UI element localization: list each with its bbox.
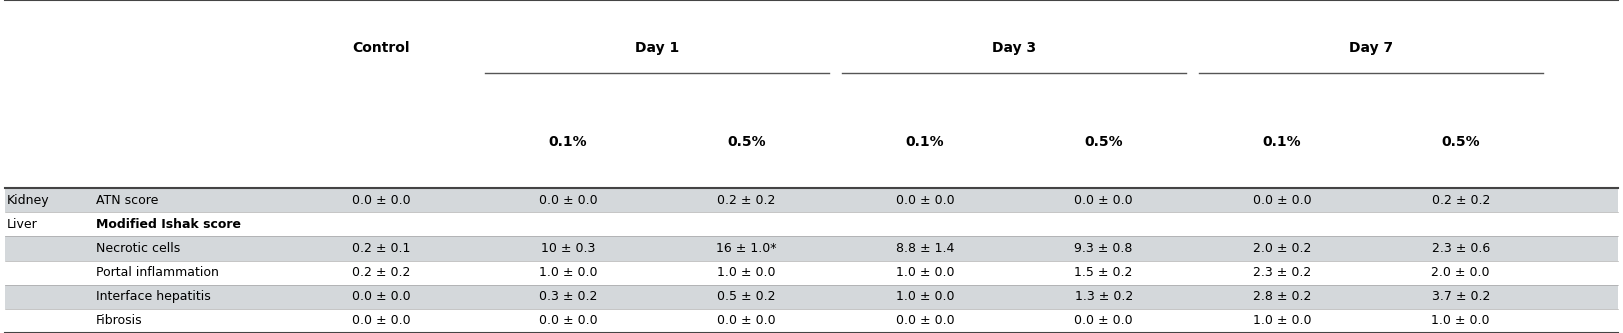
Text: 9.3 ± 0.8: 9.3 ± 0.8 [1074,242,1133,255]
Text: Day 7: Day 7 [1349,41,1394,55]
Text: 2.3 ± 0.2: 2.3 ± 0.2 [1253,266,1311,279]
Text: Control: Control [352,41,411,55]
Text: 1.0 ± 0.0: 1.0 ± 0.0 [717,266,776,279]
Text: 0.2 ± 0.2: 0.2 ± 0.2 [717,194,776,207]
Text: Fibrosis: Fibrosis [96,314,143,327]
Text: Liver: Liver [6,218,37,231]
Text: 10 ± 0.3: 10 ± 0.3 [540,242,596,255]
Text: 0.2 ± 0.2: 0.2 ± 0.2 [1431,194,1490,207]
Text: Necrotic cells: Necrotic cells [96,242,180,255]
Text: Day 3: Day 3 [992,41,1037,55]
Text: 1.0 ± 0.0: 1.0 ± 0.0 [1431,314,1490,327]
Text: 0.0 ± 0.0: 0.0 ± 0.0 [1074,194,1133,207]
Text: 0.0 ± 0.0: 0.0 ± 0.0 [1074,314,1133,327]
Text: Portal inflammation: Portal inflammation [96,266,219,279]
Text: 1.3 ± 0.2: 1.3 ± 0.2 [1074,290,1133,303]
Text: 0.5 ± 0.2: 0.5 ± 0.2 [717,290,776,303]
Text: 0.0 ± 0.0: 0.0 ± 0.0 [896,194,954,207]
Text: 3.7 ± 0.2: 3.7 ± 0.2 [1431,290,1490,303]
Text: 0.2 ± 0.2: 0.2 ± 0.2 [352,266,411,279]
Text: Modified Ishak score: Modified Ishak score [96,218,240,231]
Bar [5,309,1618,333]
Text: 1.0 ± 0.0: 1.0 ± 0.0 [896,266,954,279]
Text: 1.5 ± 0.2: 1.5 ± 0.2 [1074,266,1133,279]
Text: 0.5%: 0.5% [727,135,766,150]
Text: 0.0 ± 0.0: 0.0 ± 0.0 [1253,194,1311,207]
Text: 0.0 ± 0.0: 0.0 ± 0.0 [896,314,954,327]
Text: 0.0 ± 0.0: 0.0 ± 0.0 [352,194,411,207]
Text: 0.0 ± 0.0: 0.0 ± 0.0 [539,314,597,327]
Bar [5,188,1618,212]
Text: 1.0 ± 0.0: 1.0 ± 0.0 [896,290,954,303]
Text: 2.0 ± 0.0: 2.0 ± 0.0 [1431,266,1490,279]
Text: 0.1%: 0.1% [549,135,588,150]
Text: 16 ± 1.0*: 16 ± 1.0* [716,242,777,255]
Text: 2.8 ± 0.2: 2.8 ± 0.2 [1253,290,1311,303]
Text: Kidney: Kidney [6,194,49,207]
Text: 0.0 ± 0.0: 0.0 ± 0.0 [352,290,411,303]
Text: Day 1: Day 1 [635,41,680,55]
Bar [5,236,1618,260]
Text: 0.1%: 0.1% [1263,135,1302,150]
Text: Interface hepatitis: Interface hepatitis [96,290,211,303]
Text: 2.3 ± 0.6: 2.3 ± 0.6 [1431,242,1490,255]
Text: 8.8 ± 1.4: 8.8 ± 1.4 [896,242,954,255]
Text: 0.5%: 0.5% [1084,135,1123,150]
Bar [5,212,1618,236]
Text: 0.0 ± 0.0: 0.0 ± 0.0 [717,314,776,327]
Text: 0.3 ± 0.2: 0.3 ± 0.2 [539,290,597,303]
Bar [5,260,1618,285]
Text: 0.0 ± 0.0: 0.0 ± 0.0 [539,194,597,207]
Text: 1.0 ± 0.0: 1.0 ± 0.0 [1253,314,1311,327]
Text: 2.0 ± 0.2: 2.0 ± 0.2 [1253,242,1311,255]
Bar [5,285,1618,309]
Text: 0.5%: 0.5% [1441,135,1480,150]
Text: 1.0 ± 0.0: 1.0 ± 0.0 [539,266,597,279]
Text: ATN score: ATN score [96,194,157,207]
Text: 0.2 ± 0.1: 0.2 ± 0.1 [352,242,411,255]
Bar [5,0,1618,188]
Text: 0.0 ± 0.0: 0.0 ± 0.0 [352,314,411,327]
Text: 0.1%: 0.1% [906,135,945,150]
